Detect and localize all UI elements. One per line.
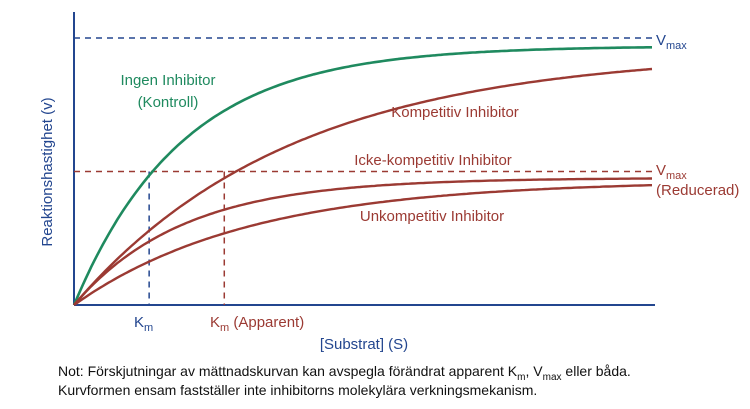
series-line-ingen-inhibitor [72,46,652,306]
series-label-kontroll: (Kontroll) [138,94,199,111]
note-line-1: Not: Förskjutningar av mättnadskurvan ka… [58,363,631,383]
note-line-2: Kurvformen ensam fastställer inte inhibi… [58,382,538,398]
series-label-icke-kompetitiv-inhibitor: Icke-kompetitiv Inhibitor [354,152,512,169]
vmax-reduced-note: (Reducerad) [656,182,739,199]
y-axis-label: Reaktionshastighet (v) [39,97,56,246]
series-line-icke-kompetitiv-inhibitor [73,177,652,306]
km-apparent-label: Km (Apparent) [210,314,304,334]
series-line-unkompetitiv-inhibitor [73,184,652,306]
series-label-kompetitiv-inhibitor: Kompetitiv Inhibitor [391,104,519,121]
vmax-label: Vmax [656,32,687,52]
vmax-reduced-label: Vmax [656,162,687,182]
km-label: Km [134,314,153,334]
series-line-kompetitiv-inhibitor [73,67,653,306]
x-axis-label: [Substrat] (S) [320,336,408,353]
series-label-ingen-inhibitor: Ingen Inhibitor [120,72,215,89]
series-label-unkompetitiv-inhibitor: Unkompetitiv Inhibitor [360,208,504,225]
